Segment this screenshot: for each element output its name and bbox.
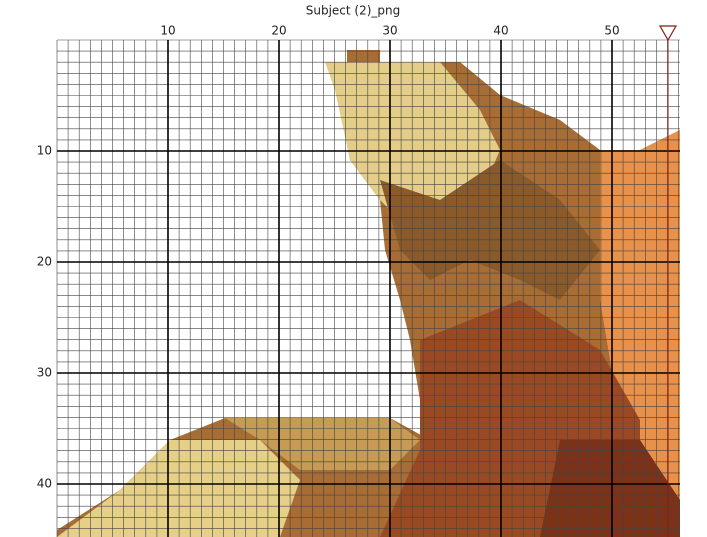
- row-label: 20: [37, 255, 52, 269]
- row-label: 30: [37, 366, 52, 380]
- stitch-region: [225, 418, 420, 470]
- pattern-stitches: [57, 50, 680, 537]
- grid: [56, 39, 680, 537]
- stitch-region: [57, 440, 300, 537]
- column-label: 40: [493, 24, 508, 38]
- column-label: 50: [604, 24, 619, 38]
- row-label: 10: [37, 144, 52, 158]
- column-label: 20: [271, 24, 286, 38]
- column-label: 10: [160, 24, 175, 38]
- column-marker: [658, 25, 678, 537]
- pattern-title: Subject (2)_png: [306, 4, 401, 18]
- stitch-region: [600, 130, 680, 537]
- row-label: 40: [37, 477, 52, 491]
- column-label: 30: [382, 24, 397, 38]
